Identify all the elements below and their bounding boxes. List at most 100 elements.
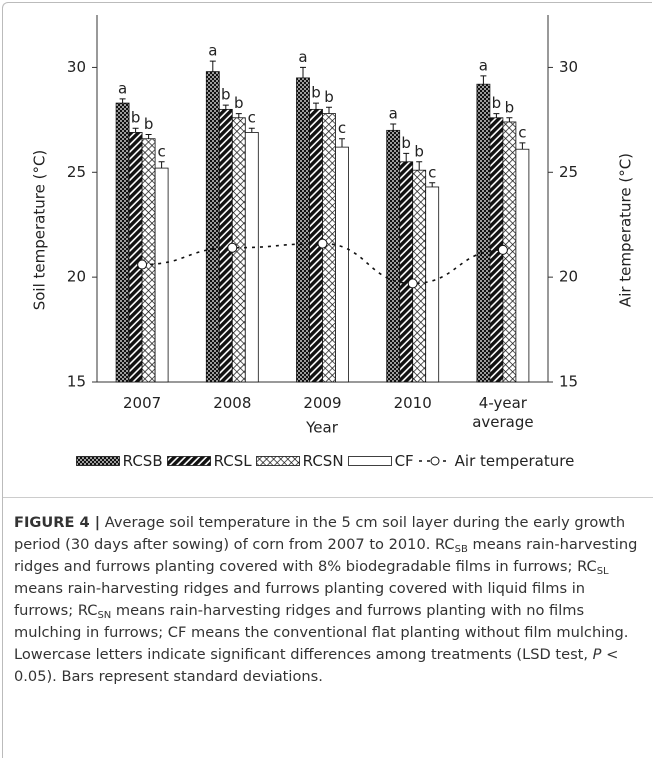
bar: [412, 169, 427, 383]
line-marker: [227, 242, 238, 253]
line-marker: [407, 278, 418, 289]
legend-item: RCSB: [75, 452, 163, 470]
legend-box: [347, 456, 392, 466]
legend-item: RCSN: [255, 452, 344, 470]
error-bar: [235, 113, 242, 118]
error-bar: [493, 113, 500, 118]
y-tick-label: 30: [67, 58, 86, 76]
legend-label: RCSN: [302, 452, 344, 470]
bar: [154, 167, 169, 383]
error-bar: [209, 60, 216, 72]
error-bar: [326, 106, 332, 114]
error-bar: [300, 66, 306, 78]
legend-swatch: [255, 456, 300, 466]
legend-label: Air temperature: [454, 452, 575, 470]
legend-label: RCSB: [122, 452, 163, 470]
y-tick-label: 15: [67, 373, 86, 391]
legend-item: Air temperature: [418, 452, 575, 470]
error-bar: [132, 127, 139, 133]
line: [142, 242, 503, 285]
error-bar: [313, 102, 319, 110]
x-tick-label: 2007: [123, 394, 162, 412]
significance-label: b: [324, 88, 334, 106]
significance-label: b: [311, 84, 321, 102]
legend-label: RCSL: [213, 452, 252, 470]
caption-text: Average soil temperature in the 5 cm soi…: [14, 514, 626, 553]
x-tick-label: 2009: [303, 394, 342, 412]
legend-box: [166, 456, 211, 466]
significance-label: a: [389, 105, 398, 123]
y2-axis-title: Air temperature (°C): [617, 153, 635, 307]
x-tick-label: 2008: [213, 394, 252, 412]
legend-item: CF: [347, 452, 414, 470]
error-bar: [248, 127, 255, 133]
separator: [3, 497, 653, 498]
y-tick-label: 25: [67, 163, 86, 181]
caption-text: SB: [454, 544, 468, 555]
bar: [476, 83, 491, 383]
caption-text: SL: [596, 566, 609, 577]
error-bar: [222, 104, 229, 110]
y-axis-title: Soil temperature (°C): [31, 150, 49, 311]
legend-item: RCSL: [166, 452, 252, 470]
y2-tick-label: 20: [559, 268, 578, 286]
bar: [115, 102, 130, 383]
legend-box: [255, 456, 300, 466]
y2-tick-label: 25: [559, 163, 578, 181]
significance-label: a: [208, 42, 217, 60]
significance-label: a: [298, 48, 307, 66]
caption-text: FIGURE 4 |: [14, 514, 101, 531]
legend-swatch: [347, 456, 392, 466]
x-tick-label: 4-year average: [472, 394, 534, 431]
significance-label: c: [428, 163, 436, 181]
bar: [296, 77, 310, 383]
error-bar: [158, 161, 165, 169]
legend-marker: [430, 456, 440, 466]
significance-label: c: [338, 119, 346, 137]
error-bar: [390, 123, 397, 131]
significance-label: c: [518, 123, 526, 141]
error-bar: [339, 138, 345, 148]
caption-text: means rain-harvesting ridges and furrows…: [14, 536, 638, 575]
bar: [335, 146, 349, 383]
legend-label: CF: [394, 452, 414, 470]
error-bar: [519, 142, 526, 150]
line-marker: [137, 259, 148, 270]
caption-text: SN: [97, 610, 112, 621]
bar: [205, 71, 220, 383]
error-bar: [145, 134, 152, 139]
bar: [128, 132, 143, 383]
bar: [244, 132, 259, 383]
legend: RCSB RCSL RCSN CF Air temperature: [0, 452, 654, 470]
error-bar: [119, 98, 126, 104]
bar: [386, 129, 401, 383]
y2-tick-label: 15: [559, 373, 578, 391]
bar: [515, 148, 530, 383]
significance-label: b: [131, 109, 141, 127]
legend-swatch: [166, 456, 211, 466]
bar: [425, 186, 440, 383]
bar: [399, 161, 414, 383]
significance-label: c: [248, 109, 256, 127]
significance-label: b: [144, 115, 154, 133]
caption-text: < 0.05). Bars represent standard deviati…: [14, 646, 619, 685]
y-tick-label: 20: [67, 268, 86, 286]
caption-text: means rain-harvesting ridges and furrows…: [14, 580, 586, 619]
significance-label: b: [234, 94, 244, 112]
significance-label: a: [118, 79, 127, 97]
legend-swatch: [75, 456, 120, 466]
error-bar: [416, 161, 423, 171]
significance-label: b: [505, 98, 515, 116]
x-axis-title: Year: [305, 419, 339, 437]
x-tick-label: 2010: [393, 394, 432, 412]
significance-label: b: [414, 142, 424, 160]
significance-label: b: [221, 86, 231, 104]
error-bar: [506, 117, 513, 122]
significance-label: b: [401, 134, 411, 152]
significance-label: b: [492, 94, 502, 112]
line-marker: [497, 244, 508, 255]
y2-tick-label: 30: [559, 58, 578, 76]
caption: FIGURE 4 | Average soil temperature in t…: [14, 512, 642, 688]
